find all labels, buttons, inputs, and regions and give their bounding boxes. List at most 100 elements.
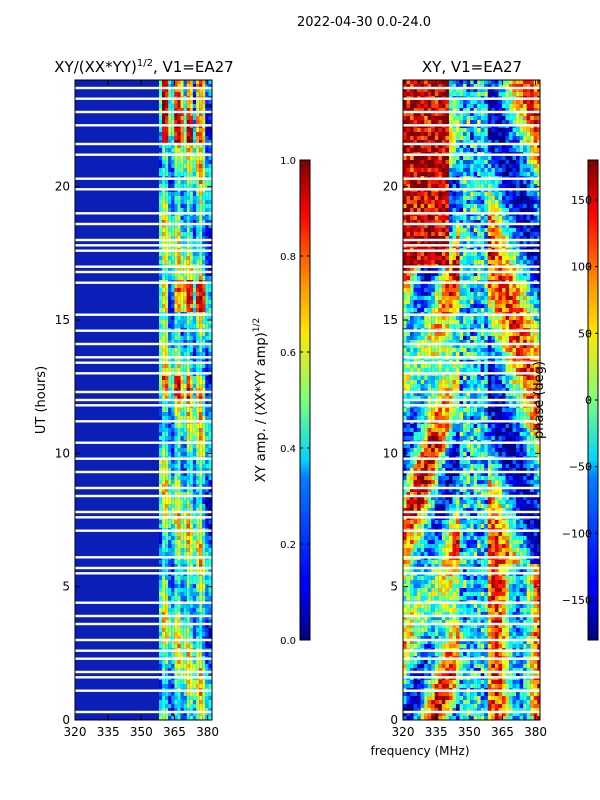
phase-cell xyxy=(410,344,414,348)
amp-cell xyxy=(177,696,181,700)
amp-cell xyxy=(165,148,169,152)
phase-cell xyxy=(417,704,421,708)
amp-cell xyxy=(196,624,200,628)
amp-cell xyxy=(159,144,162,148)
amp-cell xyxy=(180,160,184,164)
phase-cell xyxy=(403,284,407,288)
phase-cell xyxy=(420,260,425,264)
amp-cell xyxy=(162,696,166,700)
amp-cell xyxy=(171,384,175,388)
amp-cell xyxy=(177,320,181,324)
amp-cell xyxy=(202,568,206,572)
phase-cell xyxy=(420,384,425,388)
amp-cell xyxy=(168,508,172,512)
phase-cell xyxy=(413,568,418,572)
phase-cell xyxy=(403,156,407,160)
phase-cell xyxy=(403,92,407,96)
phase-cell xyxy=(410,240,414,244)
phase-cell xyxy=(417,344,421,348)
amp-cell xyxy=(196,576,200,580)
phase-cell xyxy=(420,464,425,468)
amp-cell xyxy=(183,136,187,140)
phase-cell xyxy=(406,620,410,624)
phase-cell xyxy=(434,348,439,352)
amp-cell xyxy=(177,396,181,400)
phase-cell xyxy=(438,168,442,172)
phase-cell xyxy=(424,380,428,384)
phase-cell xyxy=(417,396,421,400)
phase-cell xyxy=(431,540,435,544)
phase-cell xyxy=(413,432,418,436)
phase-cell xyxy=(424,552,428,556)
phase-cell xyxy=(420,704,425,708)
phase-cell xyxy=(420,388,425,392)
amp-cell xyxy=(205,272,209,276)
amp-cell xyxy=(208,272,212,276)
amp-cell xyxy=(180,612,184,616)
amp-cell xyxy=(168,376,172,380)
amp-cell xyxy=(171,492,175,496)
amp-cell xyxy=(205,524,209,528)
phase-cell xyxy=(424,196,428,200)
phase-cell xyxy=(441,100,446,104)
amp-cell xyxy=(205,396,209,400)
amp-cell xyxy=(208,664,212,668)
amp-cell xyxy=(171,112,175,116)
phase-cell xyxy=(424,108,428,112)
phase-cell xyxy=(406,300,410,304)
amp-cell xyxy=(183,368,187,372)
amp-cell xyxy=(189,276,193,280)
amp-cell xyxy=(159,184,162,188)
phase-cell xyxy=(431,340,435,344)
amp-cell xyxy=(193,112,196,116)
phase-cell xyxy=(417,436,421,440)
phase-cell xyxy=(438,424,442,428)
phase-cell xyxy=(413,92,418,96)
amp-cell xyxy=(196,532,200,536)
amp-cell xyxy=(199,120,203,124)
phase-cell xyxy=(431,704,435,708)
amp-cell xyxy=(196,520,200,524)
phase-cell xyxy=(406,268,410,272)
phase-cell xyxy=(424,172,428,176)
amp-cell xyxy=(177,112,181,116)
amp-cell xyxy=(183,260,187,264)
phase-cell xyxy=(420,544,425,548)
amp-cell xyxy=(193,108,196,112)
amp-cell xyxy=(171,268,175,272)
amp-cell xyxy=(162,608,166,612)
phase-cell xyxy=(410,584,414,588)
phase-cell xyxy=(417,80,421,84)
amp-cell xyxy=(208,324,212,328)
amp-cell xyxy=(180,144,184,148)
phase-cell xyxy=(434,352,439,356)
phase-cell xyxy=(441,348,446,352)
amp-cell xyxy=(202,256,206,260)
phase-cell xyxy=(420,408,425,412)
phase-cell xyxy=(410,488,414,492)
phase-cell xyxy=(431,524,435,528)
phase-cell xyxy=(413,304,418,308)
phase-cell xyxy=(420,128,425,132)
amp-cell xyxy=(171,444,175,448)
amp-cell xyxy=(205,672,209,676)
amp-cell xyxy=(177,544,181,548)
phase-cell xyxy=(413,148,418,152)
amp-cell xyxy=(202,400,206,404)
phase-cell xyxy=(438,240,442,244)
amp-cell xyxy=(186,704,190,708)
amp-cell xyxy=(171,196,175,200)
phase-cell xyxy=(420,304,425,308)
phase-cell xyxy=(410,464,414,468)
phase-cell xyxy=(417,204,421,208)
amp-cell xyxy=(174,452,178,456)
phase-cell xyxy=(424,584,428,588)
amp-cell xyxy=(202,700,206,704)
phase-cell xyxy=(406,200,410,204)
phase-cell xyxy=(410,120,414,124)
amp-cell xyxy=(180,624,184,628)
phase-cell xyxy=(410,104,414,108)
amp-cell xyxy=(205,224,209,228)
amp-cell xyxy=(174,540,178,544)
amp-cell xyxy=(196,716,200,720)
